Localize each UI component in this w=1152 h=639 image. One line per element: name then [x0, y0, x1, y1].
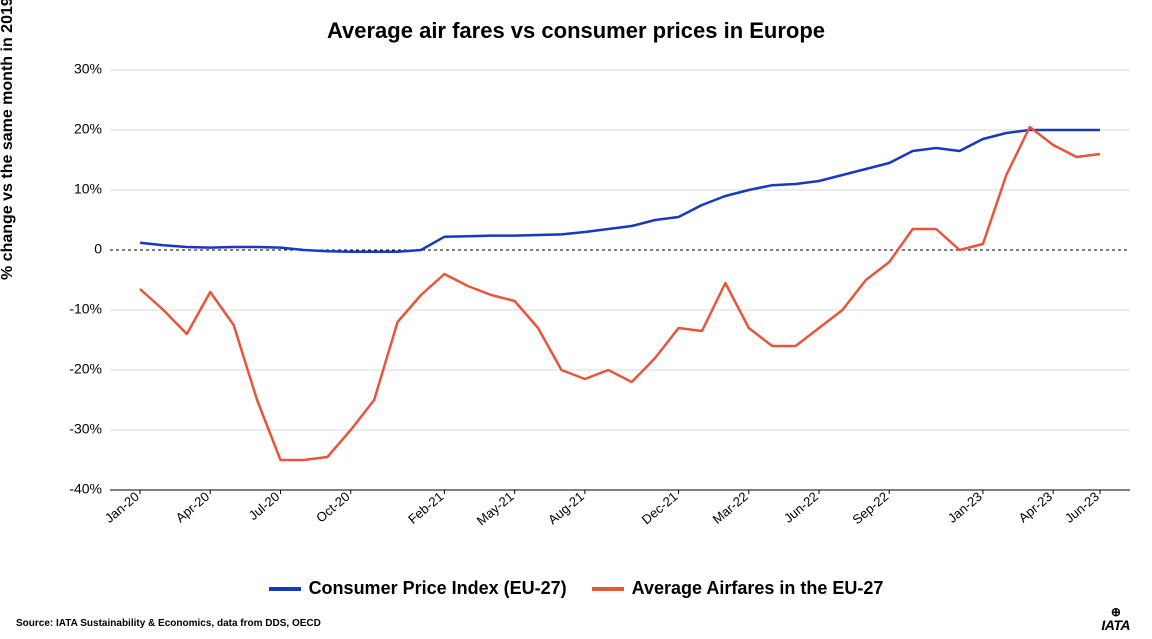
legend-swatch-airfares	[592, 587, 624, 591]
chart-container: { "chart": { "type": "line", "title": "A…	[0, 0, 1152, 639]
svg-text:Feb-21: Feb-21	[405, 489, 446, 527]
svg-text:Apr-20: Apr-20	[173, 489, 213, 526]
svg-text:Jun-22: Jun-22	[781, 489, 821, 526]
svg-text:Aug-21: Aug-21	[545, 489, 587, 527]
chart-legend: Consumer Price Index (EU-27) Average Air…	[0, 575, 1152, 600]
svg-text:Apr-23: Apr-23	[1016, 489, 1056, 526]
svg-text:Jun-23: Jun-23	[1062, 489, 1102, 526]
svg-text:0: 0	[94, 241, 102, 257]
legend-label-airfares: Average Airfares in the EU-27	[632, 578, 884, 599]
iata-logo-text: IATA	[1101, 617, 1130, 633]
legend-swatch-cpi	[269, 587, 301, 591]
legend-label-cpi: Consumer Price Index (EU-27)	[309, 578, 567, 599]
y-axis-title: % change vs the same month in 2019	[0, 0, 17, 280]
legend-item-airfares: Average Airfares in the EU-27	[592, 578, 884, 599]
svg-text:Jul-20: Jul-20	[246, 489, 283, 523]
svg-text:-40%: -40%	[69, 481, 102, 497]
svg-text:Oct-20: Oct-20	[313, 489, 353, 526]
svg-text:-10%: -10%	[69, 301, 102, 317]
svg-text:20%: 20%	[74, 121, 102, 137]
svg-text:Jan-20: Jan-20	[102, 489, 142, 526]
source-note: Source: IATA Sustainability & Economics,…	[16, 618, 321, 629]
chart-title: Average air fares vs consumer prices in …	[0, 18, 1152, 44]
iata-logo: ⊕ IATA	[1101, 607, 1130, 633]
svg-text:Jan-23: Jan-23	[945, 489, 985, 526]
svg-text:May-21: May-21	[474, 489, 517, 528]
svg-text:Mar-22: Mar-22	[710, 489, 751, 527]
svg-text:Dec-21: Dec-21	[639, 489, 681, 527]
globe-icon: ⊕	[1101, 607, 1130, 617]
svg-text:10%: 10%	[74, 181, 102, 197]
svg-text:Sep-22: Sep-22	[849, 489, 891, 527]
svg-text:-20%: -20%	[69, 361, 102, 377]
svg-text:-30%: -30%	[69, 421, 102, 437]
svg-text:30%: 30%	[74, 61, 102, 77]
legend-item-cpi: Consumer Price Index (EU-27)	[269, 578, 567, 599]
chart-plot: -40% -30% -20% -10% 0 10% 20% 30% Jan-20 Apr-20 J…	[60, 60, 1130, 550]
